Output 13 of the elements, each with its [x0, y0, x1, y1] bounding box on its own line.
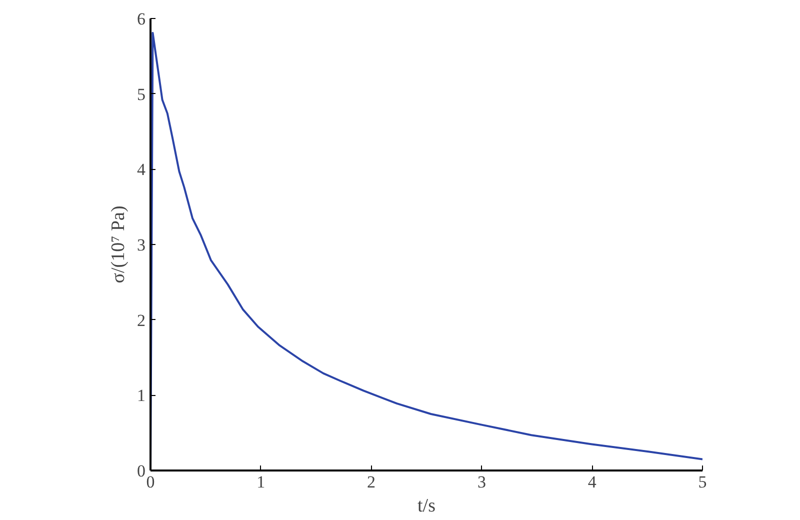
y-axis-title: σ/(10⁷ Pa)	[108, 206, 129, 284]
y-tick-label: 2	[137, 310, 146, 330]
x-tick-label: 2	[367, 472, 376, 492]
x-axis-title: t/s	[418, 496, 436, 516]
y-tick-label: 4	[137, 160, 146, 180]
x-tick-label: 4	[588, 472, 597, 492]
y-tick-label: 6	[137, 10, 146, 28]
x-tick-label: 1	[256, 472, 266, 492]
x-tick-label: 3	[477, 472, 486, 492]
x-tick-label: 5	[698, 472, 707, 492]
y-tick-label: 1	[137, 386, 146, 406]
y-tick-label: 5	[137, 84, 146, 104]
y-tick-label: 3	[137, 236, 146, 254]
